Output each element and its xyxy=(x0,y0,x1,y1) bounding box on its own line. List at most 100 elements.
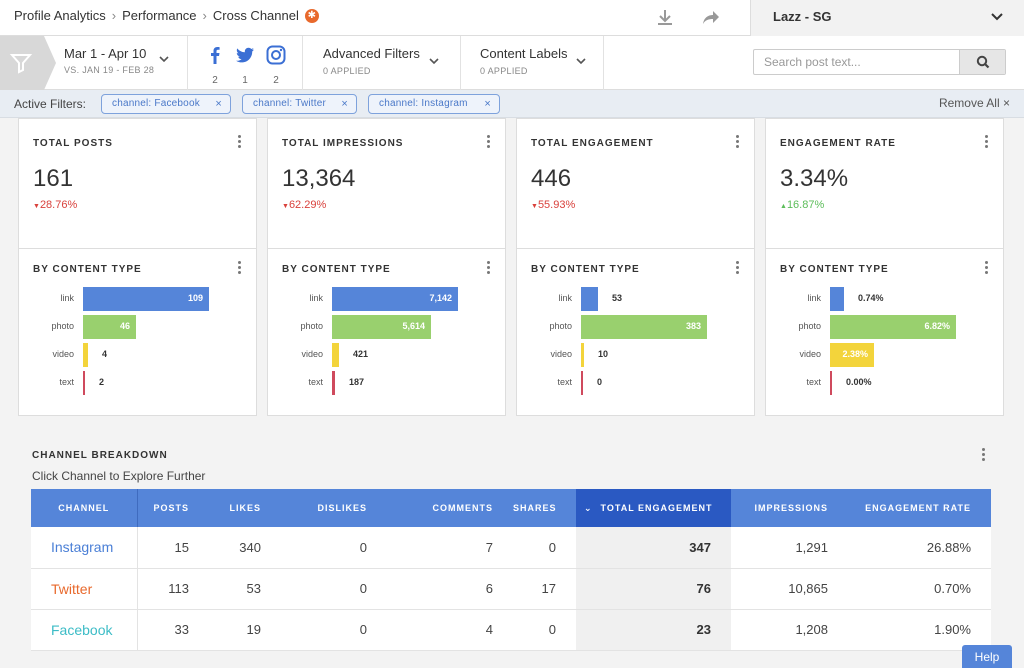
more-options-icon[interactable] xyxy=(982,448,986,463)
more-options-icon[interactable] xyxy=(736,261,740,276)
more-options-icon[interactable] xyxy=(985,135,989,150)
bar-value: 109 xyxy=(187,293,203,303)
search-box xyxy=(753,49,1006,75)
help-button[interactable]: Help xyxy=(962,645,1012,668)
bar-row-photo: photo 383 xyxy=(517,313,754,341)
bar-video[interactable] xyxy=(83,343,88,367)
content-labels-label: Content Labels xyxy=(480,46,568,61)
bar-video[interactable] xyxy=(830,343,874,367)
bar-row-link: link 0.74% xyxy=(766,285,1003,313)
instagram-toggle[interactable]: 2 xyxy=(265,44,287,86)
bar-text[interactable] xyxy=(830,371,832,395)
bar-text[interactable] xyxy=(83,371,85,395)
table-cell: 340 xyxy=(209,527,281,569)
chevron-right-icon: › xyxy=(111,8,117,23)
facebook-toggle[interactable]: 2 xyxy=(204,44,226,86)
filter-chip-instagram[interactable]: channel: Instagram × xyxy=(368,94,500,114)
column-header-engagement-rate[interactable]: ENGAGEMENT RATE xyxy=(848,489,991,527)
bar-photo[interactable] xyxy=(83,315,136,339)
more-options-icon[interactable] xyxy=(736,135,740,150)
column-header-total-engagement[interactable]: ⌄ TOTAL ENGAGEMENT xyxy=(576,489,731,527)
column-header-impressions[interactable]: IMPRESSIONS xyxy=(731,489,848,527)
metric-change: ▲16.87% xyxy=(780,199,824,211)
breadcrumb-performance[interactable]: Performance xyxy=(122,8,197,23)
channel-breakdown-table: CHANNEL POSTS LIKES DISLIKES COMMENTS SH… xyxy=(31,489,991,651)
table-header-row: CHANNEL POSTS LIKES DISLIKES COMMENTS SH… xyxy=(31,489,991,527)
column-header-likes[interactable]: LIKES xyxy=(209,489,281,527)
channel-link-twitter[interactable]: Twitter xyxy=(31,568,138,610)
share-icon[interactable] xyxy=(699,7,721,29)
bar-value: 53 xyxy=(612,293,623,303)
chevron-down-icon[interactable] xyxy=(158,53,170,65)
column-header-posts[interactable]: POSTS xyxy=(137,489,209,527)
filter-chip-facebook[interactable]: channel: Facebook × xyxy=(101,94,231,114)
column-header-comments[interactable]: COMMENTS xyxy=(387,489,513,527)
date-range-picker[interactable]: Mar 1 - Apr 10 VS. JAN 19 - FEB 28 xyxy=(64,46,154,75)
metric-change-value: 62.29% xyxy=(288,199,327,211)
channel-link-facebook[interactable]: Facebook xyxy=(31,609,138,651)
close-icon[interactable]: × xyxy=(484,98,491,110)
bar-label: photo xyxy=(798,321,821,331)
more-options-icon[interactable] xyxy=(985,261,989,276)
bar-video[interactable] xyxy=(581,343,584,367)
bar-value: 4 xyxy=(102,349,108,359)
bar-value: 2 xyxy=(99,377,105,387)
favorite-badge-icon[interactable]: ✱ xyxy=(304,8,319,23)
bar-row-link: link 109 xyxy=(19,285,256,313)
bar-text[interactable] xyxy=(581,371,583,395)
twitter-toggle[interactable]: 1 xyxy=(234,44,256,86)
filter-bar: Mar 1 - Apr 10 VS. JAN 19 - FEB 28 2 1 2… xyxy=(0,36,1024,90)
close-icon[interactable]: × xyxy=(215,98,222,110)
table-cell: 10,865 xyxy=(731,568,848,610)
bar-link[interactable] xyxy=(581,287,598,311)
channel-link-instagram[interactable]: Instagram xyxy=(31,527,138,569)
twitter-count: 1 xyxy=(242,75,248,86)
bar-row-text: text 187 xyxy=(268,369,505,397)
table-cell: 53 xyxy=(209,568,281,610)
bar-link[interactable] xyxy=(830,287,844,311)
bar-link[interactable] xyxy=(83,287,209,311)
remove-all-button[interactable]: Remove All × xyxy=(939,96,1010,110)
bar-photo[interactable] xyxy=(830,315,956,339)
search-button[interactable] xyxy=(959,50,1005,74)
more-options-icon[interactable] xyxy=(238,135,242,150)
account-selector[interactable]: Lazz - SG xyxy=(750,0,1024,36)
column-header-channel[interactable]: CHANNEL xyxy=(31,489,138,527)
facebook-count: 2 xyxy=(212,75,218,86)
bar-photo[interactable] xyxy=(581,315,707,339)
bar-label: text xyxy=(59,377,74,387)
filter-chip-twitter[interactable]: channel: Twitter × xyxy=(242,94,357,114)
more-options-icon[interactable] xyxy=(238,261,242,276)
bar-video[interactable] xyxy=(332,343,339,367)
download-icon[interactable] xyxy=(654,7,676,29)
table-cell: 17 xyxy=(513,568,576,610)
bar-photo[interactable] xyxy=(332,315,431,339)
metric-title: TOTAL IMPRESSIONS xyxy=(282,138,404,149)
column-header-shares[interactable]: SHARES xyxy=(513,489,576,527)
bar-value: 5,614 xyxy=(402,321,425,331)
breadcrumb-profile-analytics[interactable]: Profile Analytics xyxy=(14,8,106,23)
trend-down-icon: ▼ xyxy=(282,203,289,210)
table-cell: 0 xyxy=(513,609,576,651)
filter-toggle[interactable] xyxy=(0,36,56,90)
bar-value: 46 xyxy=(119,321,130,331)
bar-row-text: text 0 xyxy=(517,369,754,397)
bar-value: 421 xyxy=(353,349,369,359)
chevron-down-icon[interactable] xyxy=(575,55,587,67)
search-input[interactable] xyxy=(754,50,960,74)
advanced-filters-applied: 0 APPLIED xyxy=(323,66,371,76)
more-options-icon[interactable] xyxy=(487,261,491,276)
column-header-dislikes[interactable]: DISLIKES xyxy=(281,489,387,527)
table-cell: 6 xyxy=(387,568,513,610)
table-row: Instagram 15 340 0 7 0 347 1,291 26.88% xyxy=(31,527,991,569)
advanced-filters-dropdown[interactable]: Advanced Filters 0 APPLIED xyxy=(323,46,420,76)
close-icon[interactable]: × xyxy=(341,98,348,110)
content-labels-dropdown[interactable]: Content Labels 0 APPLIED xyxy=(480,46,567,76)
bar-link[interactable] xyxy=(332,287,458,311)
metric-change: ▼62.29% xyxy=(282,199,326,211)
chevron-down-icon[interactable] xyxy=(428,55,440,67)
table-cell: 26.88% xyxy=(848,527,991,569)
filter-chip-label: channel: Facebook xyxy=(112,98,200,109)
bar-text[interactable] xyxy=(332,371,335,395)
more-options-icon[interactable] xyxy=(487,135,491,150)
